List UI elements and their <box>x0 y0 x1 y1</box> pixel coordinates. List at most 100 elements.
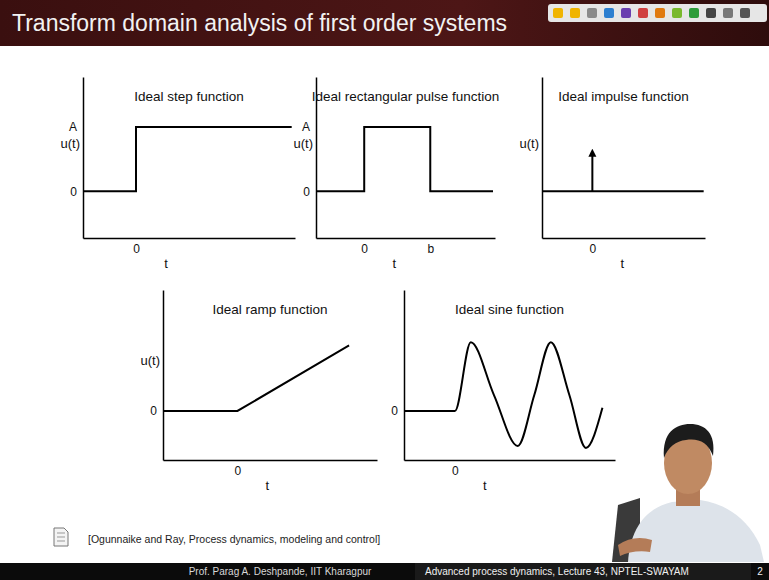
signal-line <box>316 127 493 191</box>
chart: 0 0 Ideal ramp function u(t) t <box>141 291 378 494</box>
y-tick-label: 0 <box>150 404 157 418</box>
x-tick-label: 0 <box>133 242 140 256</box>
x-axis-title: t <box>266 478 270 493</box>
signal-line <box>542 190 704 192</box>
slide-title: Transform domain analysis of first order… <box>12 10 507 36</box>
y-tick: 0 <box>391 404 404 418</box>
x-tick-label: 0 <box>590 242 597 256</box>
y-axis-title: u(t) <box>294 136 314 151</box>
presenter-hand <box>618 538 652 556</box>
chart-title: Ideal step function <box>134 89 244 104</box>
y-axis-line <box>83 78 85 239</box>
x-tick: 0 <box>361 238 368 256</box>
y-axis-title: u(t) <box>520 136 540 151</box>
chart: 0b0AIdeal rectangular pulse functionu(t)… <box>294 78 500 272</box>
x-axis-title: t <box>483 478 487 493</box>
y-tick: A <box>69 120 83 134</box>
x-axis: 0 <box>543 238 706 256</box>
toolbar-icon <box>706 8 716 18</box>
toolbar-icon <box>723 8 733 18</box>
x-axis: 0 <box>84 238 296 256</box>
y-axis-title: u(t) <box>61 136 81 151</box>
toolbar-icon <box>655 8 665 18</box>
y-axis-line <box>404 291 406 461</box>
x-tick: 0 <box>235 460 242 478</box>
chart: 0 0 Ideal sine function t <box>391 291 615 494</box>
x-tick: 0 <box>590 238 597 256</box>
y-tick-label: 0 <box>391 404 398 418</box>
slide: Transform domain analysis of first order… <box>0 0 769 580</box>
signal-line <box>83 127 292 191</box>
plot-area <box>542 153 704 191</box>
x-axis-title: t <box>164 256 168 271</box>
y-tick: 0 <box>150 404 163 418</box>
plot-area <box>316 127 493 191</box>
y-tick-label: A <box>69 120 77 134</box>
presenter-hair <box>664 424 714 458</box>
chart-title: Ideal sine function <box>455 302 564 317</box>
chart-title: Ideal impulse function <box>558 89 689 104</box>
page-number: 2 <box>757 566 763 577</box>
toolbar-icon <box>604 8 614 18</box>
x-axis-line <box>543 238 706 240</box>
document-icon-line <box>57 541 65 542</box>
x-axis: 0b <box>317 238 496 256</box>
x-axis-line <box>405 460 616 462</box>
y-axis <box>542 78 543 239</box>
signal-line <box>404 342 602 448</box>
toolbar-icon <box>638 8 648 18</box>
y-axis-line <box>542 78 544 239</box>
toolbar-icon <box>689 8 699 18</box>
x-axis-line <box>84 238 296 240</box>
document-icon-line <box>57 533 65 534</box>
y-axis: 0A <box>69 78 84 239</box>
x-axis: 0 <box>405 460 616 478</box>
x-axis-title: t <box>392 256 396 271</box>
x-axis-line <box>317 238 496 240</box>
header-band <box>0 0 769 46</box>
document-icon-body <box>54 528 68 546</box>
y-tick-label: 0 <box>303 185 310 199</box>
impulse-arrow <box>591 153 593 191</box>
toolbar <box>548 4 767 22</box>
toolbar-bg <box>548 4 767 22</box>
footer-right: Advanced process dynamics, Lecture 43, N… <box>425 566 689 577</box>
y-tick: 0 <box>70 185 83 199</box>
footer-left: Prof. Parag A. Deshpande, IIT Kharagpur <box>189 566 372 577</box>
chart-title: Ideal ramp function <box>213 302 328 317</box>
footer-band <box>0 563 769 580</box>
signal-line <box>163 345 349 411</box>
document-icon-line <box>57 537 65 538</box>
x-tick: 0 <box>133 238 140 256</box>
y-tick: 0 <box>303 185 316 199</box>
y-axis-title: u(t) <box>141 353 161 368</box>
y-axis: 0 <box>150 291 163 461</box>
x-axis: 0 <box>164 460 378 478</box>
x-tick-label: 0 <box>361 242 368 256</box>
footer-band-right <box>415 563 751 580</box>
document-icon <box>54 528 68 546</box>
presenter <box>612 424 764 562</box>
y-tick-label: 0 <box>70 185 77 199</box>
x-axis-line <box>164 460 378 462</box>
chart: 00AIdeal step functionu(t)t <box>61 78 296 272</box>
plot-area <box>404 342 602 448</box>
toolbar-icon <box>587 8 597 18</box>
toolbar-icon <box>570 8 580 18</box>
x-tick-label: b <box>427 242 434 256</box>
chart: 0 Ideal impulse function u(t) t <box>520 78 706 272</box>
toolbar-icon <box>553 8 563 18</box>
reference: [Ogunnaike and Ray, Process dynamics, mo… <box>88 533 380 545</box>
plot-area <box>163 345 349 411</box>
y-axis: 0 <box>391 291 404 461</box>
toolbar-icon <box>621 8 631 18</box>
x-tick: b <box>427 238 434 256</box>
toolbar-icon <box>740 8 750 18</box>
y-axis-line <box>163 291 165 461</box>
y-tick: A <box>302 120 316 134</box>
x-tick-label: 0 <box>452 464 459 478</box>
y-tick-label: A <box>302 120 310 134</box>
x-tick-label: 0 <box>235 464 242 478</box>
presenter-shirt <box>628 500 764 562</box>
x-axis-title: t <box>621 256 625 271</box>
